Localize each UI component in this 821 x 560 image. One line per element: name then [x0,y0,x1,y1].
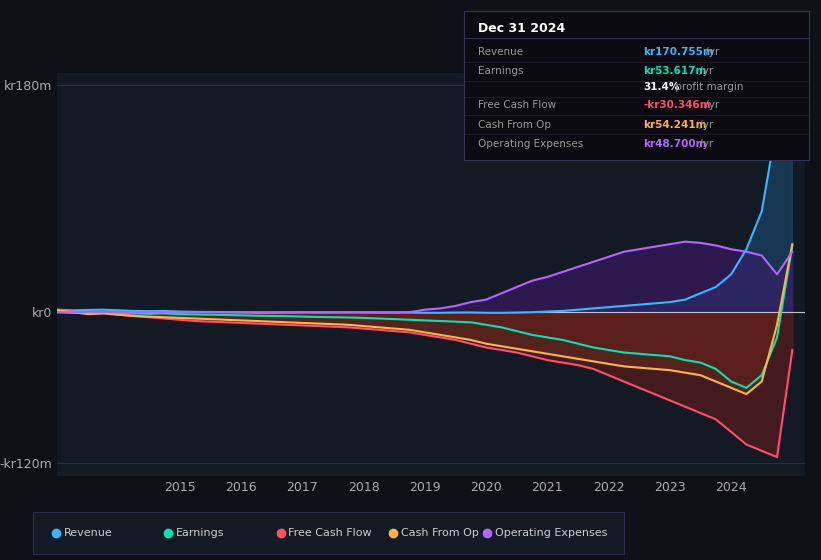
Text: profit margin: profit margin [672,82,744,92]
Text: /yr: /yr [696,119,713,129]
Text: -kr30.346m: -kr30.346m [643,100,711,110]
Text: Operating Expenses: Operating Expenses [495,529,608,538]
Text: 31.4%: 31.4% [643,82,680,92]
Text: Cash From Op: Cash From Op [401,529,479,538]
Text: Free Cash Flow: Free Cash Flow [288,529,372,538]
Text: Revenue: Revenue [63,529,112,538]
Text: /yr: /yr [702,47,719,57]
Text: Dec 31 2024: Dec 31 2024 [478,22,565,35]
Text: Earnings: Earnings [478,66,523,76]
Text: kr53.617m: kr53.617m [643,66,707,76]
Text: Operating Expenses: Operating Expenses [478,139,583,149]
Text: Free Cash Flow: Free Cash Flow [478,100,556,110]
Text: kr170.755m: kr170.755m [643,47,714,57]
Text: Cash From Op: Cash From Op [478,119,551,129]
Text: Earnings: Earnings [176,529,224,538]
Text: /yr: /yr [696,139,713,149]
Text: kr54.241m: kr54.241m [643,119,707,129]
Text: /yr: /yr [696,66,713,76]
Text: kr48.700m: kr48.700m [643,139,707,149]
Text: Revenue: Revenue [478,47,523,57]
Text: /yr: /yr [702,100,719,110]
